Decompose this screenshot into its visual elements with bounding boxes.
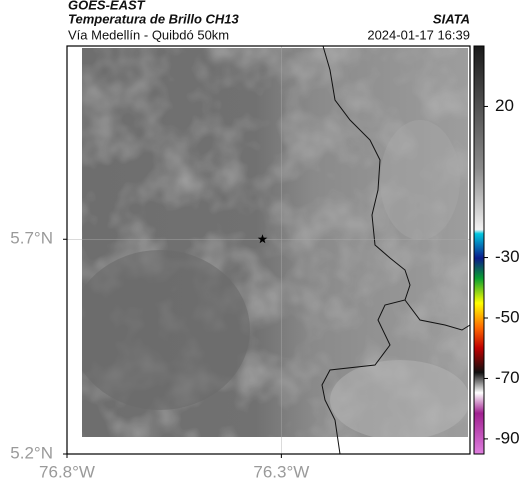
- colorbar-tick-label: 20: [495, 96, 514, 115]
- subtitle: Vía Medellín - Quibdó 50km: [68, 27, 229, 42]
- colorbar-tick-label: -70: [495, 368, 520, 387]
- source: SIATA: [433, 11, 470, 26]
- y-tick-label: 5.2°N: [10, 443, 53, 462]
- map-frame: [66, 45, 471, 455]
- y-tick-label: 5.7°N: [10, 229, 53, 248]
- x-tick-label: 76.3°W: [253, 462, 309, 481]
- colorbar: [473, 45, 485, 455]
- datetime: 2024-01-17 16:39: [367, 27, 470, 42]
- colorbar-tick-label: -30: [495, 247, 520, 266]
- colorbar-tick-label: -50: [495, 307, 520, 326]
- boundary: [321, 45, 411, 455]
- colorbar-tick-label: -90: [495, 428, 520, 447]
- boundary: [404, 299, 471, 331]
- site-marker: [257, 234, 268, 244]
- x-tick-label: 76.8°W: [39, 462, 95, 481]
- title: Temperatura de Brillo CH13: [68, 11, 240, 26]
- product: GOES-EAST: [68, 0, 146, 12]
- imagery: [82, 48, 468, 437]
